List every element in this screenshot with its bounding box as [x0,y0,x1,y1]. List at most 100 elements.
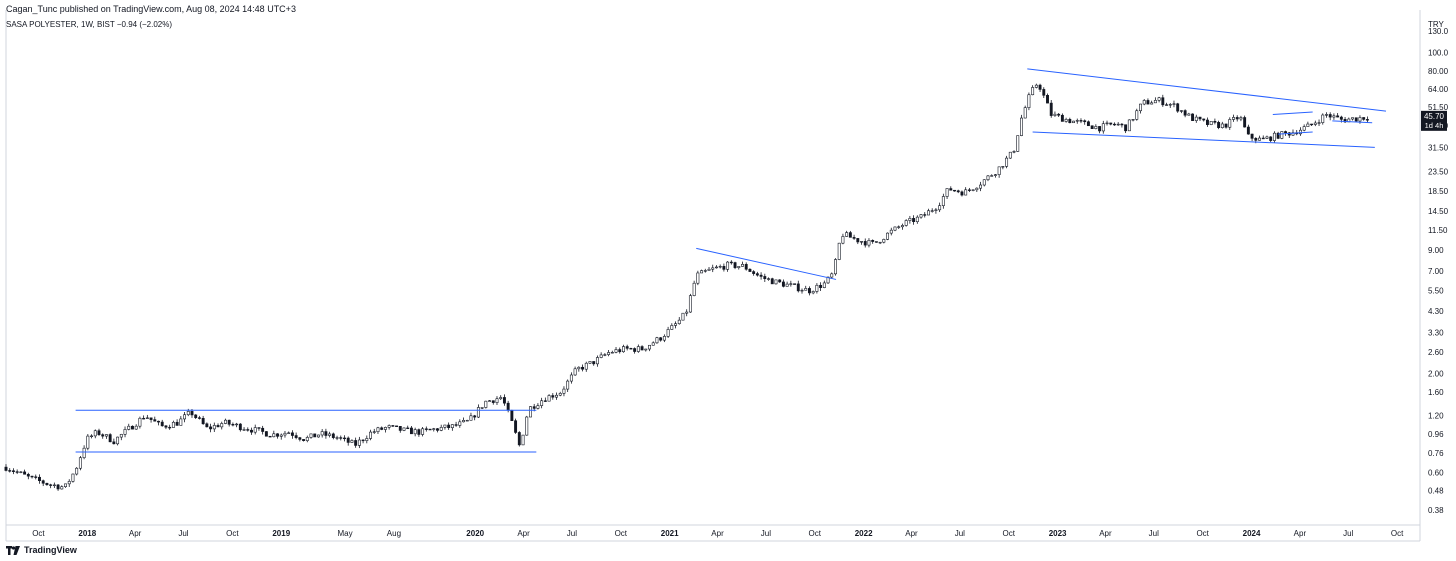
candle-body [131,425,134,430]
candle-body [930,210,934,212]
candle-body [882,239,886,243]
candle [521,434,525,446]
candle-body [365,438,369,441]
candle [514,418,518,434]
candle-body [104,434,108,437]
candle [227,419,231,427]
candle [688,293,692,313]
candle-body [432,428,436,430]
candle-body [450,424,454,429]
candle [298,436,302,442]
candle-body [1038,84,1042,90]
candle-body [677,319,681,325]
candle [964,187,968,196]
candle-body [1046,94,1049,104]
candle-body [622,346,625,353]
candle-body [183,414,186,420]
candle [677,317,681,325]
candle-body [1072,120,1075,124]
candle-body [569,374,573,382]
candle-body [1083,120,1087,123]
candle [1127,119,1131,132]
candle-body [134,425,138,430]
candle-body [283,432,287,436]
candle [967,187,971,193]
price-tick-label: 64.00 [1428,85,1449,94]
candle [108,433,112,443]
candle-body [845,232,849,237]
time-tick-label: 2021 [661,529,679,538]
candle [160,419,164,427]
trendline [696,247,837,280]
candle-body [302,439,306,441]
candle-body [1310,123,1314,126]
candle [458,419,462,428]
candle-body [830,273,834,278]
candle-body [1202,118,1206,121]
price-tick-label: 130.0 [1428,27,1449,36]
candle-body [1116,123,1120,126]
candle [763,273,767,282]
candle [1142,99,1146,106]
candle [584,361,588,372]
candle-body [409,427,413,435]
candle-body [1068,119,1072,124]
candle-body [1291,132,1295,136]
candle [778,279,782,283]
candle [127,423,131,431]
candle [674,321,677,329]
candle-body [945,188,949,197]
candle-body [398,426,402,431]
candle [1313,120,1317,127]
candle-body [402,427,406,431]
candle-body [919,214,923,218]
candle-body [476,407,480,418]
candle-body [811,291,815,294]
price-tick-label: 2.00 [1428,370,1444,379]
candle [376,426,380,434]
candle-body [1198,116,1202,120]
candle [804,285,808,291]
price-tick-label: 31.50 [1428,143,1449,152]
candle [1179,110,1183,114]
candle-body [436,428,439,431]
candle-body [1142,100,1146,105]
candle [752,270,756,276]
footer-brand[interactable]: TradingView [6,545,77,555]
time-tick-label: Jul [567,529,577,538]
time-tick-label: Jul [761,529,771,538]
candle-body [822,282,826,288]
candle [11,468,15,475]
candle [488,399,492,402]
candle [1302,124,1306,132]
time-tick-label: Apr [129,529,142,538]
candle [49,483,53,489]
candle-body [108,434,112,443]
candle-body [1258,137,1261,141]
candle-body [610,352,614,354]
candle-body [1365,119,1369,121]
candle [540,397,544,409]
candle [1317,119,1321,126]
candle-body [480,407,484,409]
candle-body [15,471,19,473]
time-tick-label: Oct [226,529,239,538]
candle-body [179,418,183,426]
candle [986,174,990,182]
candle-body [186,411,190,416]
candle-body [1209,120,1213,125]
candle-body [781,281,785,287]
candle-body [510,410,514,422]
candle [845,230,849,237]
candle-body [581,366,584,370]
candle [104,434,108,439]
candle-body [19,471,23,473]
price-tick-label: 23.50 [1428,167,1449,176]
candle-body [112,441,116,445]
candle [927,208,930,216]
time-tick-label: Apr [517,529,530,538]
candle-body [272,433,276,438]
candle-body [532,406,536,409]
candle [603,353,607,357]
